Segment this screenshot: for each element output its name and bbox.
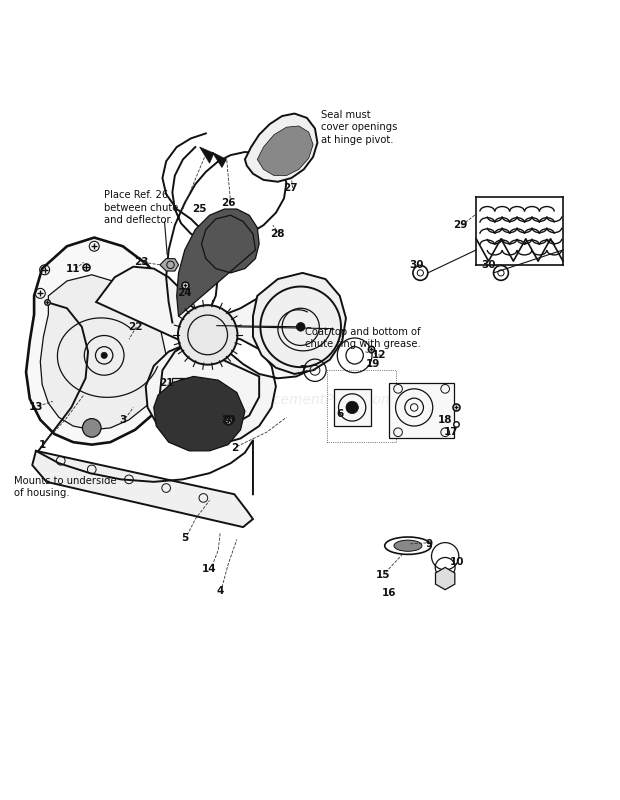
Circle shape: [82, 418, 101, 437]
Polygon shape: [200, 147, 214, 163]
Text: 19: 19: [366, 359, 381, 369]
Text: 22: 22: [128, 322, 143, 332]
Polygon shape: [334, 389, 371, 426]
Polygon shape: [40, 274, 166, 430]
Text: 3: 3: [119, 415, 126, 425]
Text: 14: 14: [202, 564, 217, 574]
Polygon shape: [253, 273, 346, 374]
Text: 17: 17: [444, 427, 459, 438]
Text: Place Ref. 26
between chute
and deflector.: Place Ref. 26 between chute and deflecto…: [104, 190, 179, 226]
Polygon shape: [435, 567, 455, 590]
Text: 2: 2: [231, 443, 238, 454]
Text: Mounts to underside
of housing.: Mounts to underside of housing.: [14, 476, 117, 498]
Polygon shape: [389, 382, 454, 438]
Text: 30: 30: [409, 260, 424, 270]
Text: 9: 9: [425, 539, 433, 549]
Text: 24: 24: [177, 288, 192, 298]
Polygon shape: [257, 126, 313, 175]
Text: 28: 28: [270, 229, 285, 239]
Text: 23: 23: [134, 258, 149, 267]
Polygon shape: [26, 238, 185, 445]
Circle shape: [101, 352, 107, 358]
Text: 11: 11: [66, 263, 81, 274]
Circle shape: [296, 322, 305, 331]
Text: 16: 16: [382, 589, 397, 598]
Text: 27: 27: [283, 183, 298, 193]
Text: 4: 4: [216, 586, 224, 596]
Circle shape: [438, 572, 452, 586]
Text: 13: 13: [29, 402, 43, 413]
Text: 5: 5: [181, 533, 188, 542]
Text: Coat top and bottom of
chute ring with grease.: Coat top and bottom of chute ring with g…: [305, 327, 421, 350]
Text: 25: 25: [192, 204, 207, 214]
Polygon shape: [32, 451, 253, 527]
Text: 7: 7: [299, 366, 306, 375]
Polygon shape: [177, 209, 259, 316]
Text: 29: 29: [453, 220, 467, 230]
Text: eReplacementParts.com: eReplacementParts.com: [225, 393, 395, 407]
Text: 26: 26: [221, 198, 236, 208]
Ellipse shape: [394, 540, 422, 551]
Polygon shape: [160, 258, 179, 271]
Text: 15: 15: [376, 570, 391, 580]
Polygon shape: [212, 152, 226, 167]
Text: 21: 21: [159, 378, 174, 388]
Text: 6: 6: [336, 409, 343, 418]
Text: 12: 12: [372, 350, 387, 360]
Text: 30: 30: [481, 260, 496, 270]
Polygon shape: [172, 378, 200, 389]
Text: Seal must
cover openings
at hinge pivot.: Seal must cover openings at hinge pivot.: [321, 110, 397, 145]
Polygon shape: [154, 377, 245, 451]
Text: 18: 18: [438, 415, 453, 425]
Circle shape: [178, 305, 237, 365]
Text: 10: 10: [450, 558, 465, 567]
Text: 1: 1: [38, 440, 46, 450]
Circle shape: [346, 402, 358, 414]
Polygon shape: [96, 266, 332, 445]
Polygon shape: [245, 114, 317, 182]
Text: 20: 20: [221, 415, 236, 425]
